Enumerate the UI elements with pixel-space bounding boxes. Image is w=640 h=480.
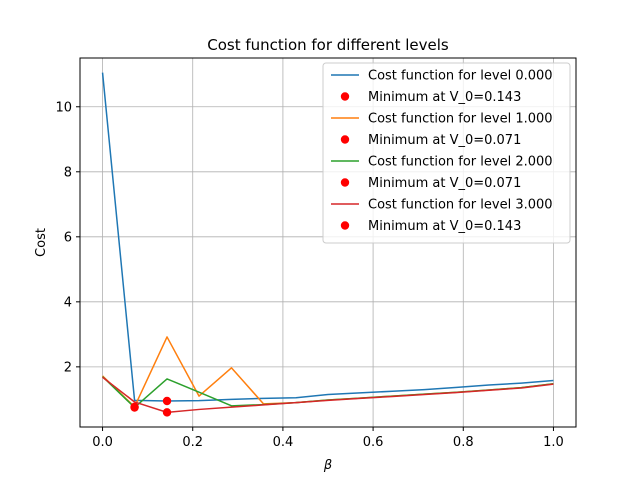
y-tick-label: 2 bbox=[64, 360, 72, 375]
legend-point-swatch bbox=[340, 135, 350, 144]
x-axis-label: β bbox=[323, 458, 332, 473]
series-line-level-1 bbox=[102, 336, 554, 408]
x-axis-ticks: 0.0 0.2 0.4 0.6 0.8 1.0 bbox=[92, 427, 564, 450]
legend-label: Minimum at V_0=0.071 bbox=[368, 133, 521, 148]
x-tick-label: 0.8 bbox=[453, 435, 474, 450]
legend-point-swatch bbox=[340, 178, 350, 187]
legend-point-swatch bbox=[340, 221, 350, 230]
minimum-point-0 bbox=[162, 396, 172, 406]
x-tick-label: 0.0 bbox=[92, 435, 113, 450]
x-tick-label: 0.6 bbox=[363, 435, 384, 450]
legend-label: Cost function for level 3.000 bbox=[368, 198, 553, 213]
x-tick-label: 0.4 bbox=[273, 435, 294, 450]
plot-frame bbox=[79, 57, 577, 428]
legend-box bbox=[322, 62, 571, 244]
series-line-level-0 bbox=[101, 72, 554, 402]
y-tick-label: 10 bbox=[55, 100, 72, 115]
y-axis-ticks: 2 4 6 8 10 bbox=[55, 100, 80, 375]
plot-series bbox=[101, 72, 554, 414]
minimum-point-2 bbox=[130, 403, 139, 412]
legend-label: Minimum at V_0=0.143 bbox=[368, 219, 521, 234]
minimum-point-3 bbox=[162, 408, 172, 417]
y-tick-label: 4 bbox=[64, 295, 72, 310]
legend-label: Minimum at V_0=0.143 bbox=[368, 90, 521, 105]
x-tick-label: 0.2 bbox=[182, 435, 203, 450]
legend-label: Cost function for level 1.000 bbox=[368, 112, 553, 127]
y-axis-label: Cost bbox=[34, 228, 49, 257]
legend-label: Cost function for level 0.000 bbox=[368, 69, 553, 84]
legend-label: Minimum at V_0=0.071 bbox=[368, 176, 521, 191]
series-line-level-3 bbox=[102, 376, 554, 414]
legend-label: Cost function for level 2.000 bbox=[368, 155, 553, 170]
legend: Cost function for level 0.000 Minimum at … bbox=[322, 62, 571, 244]
y-tick-label: 8 bbox=[64, 165, 72, 180]
x-tick-label: 1.0 bbox=[543, 435, 564, 450]
chart-title: Cost function for different levels bbox=[207, 36, 449, 54]
plot-minima bbox=[130, 396, 172, 417]
y-tick-label: 6 bbox=[64, 230, 72, 245]
legend-point-swatch bbox=[340, 92, 350, 101]
